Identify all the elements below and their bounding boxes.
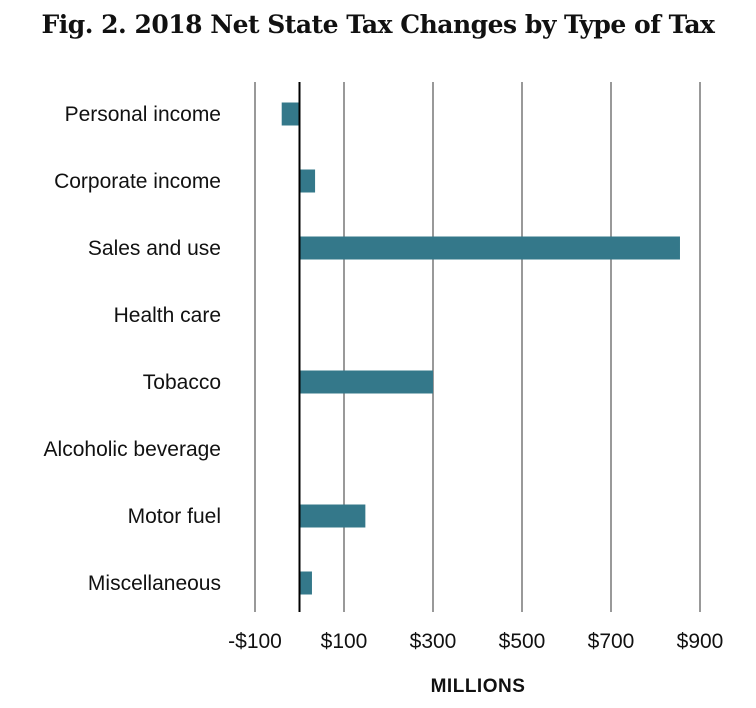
x-tick-label: $500 (499, 630, 546, 653)
bar (299, 236, 680, 260)
x-tick-label: $900 (677, 630, 724, 653)
category-label: Health care (114, 304, 221, 327)
bars (281, 102, 680, 595)
bar (299, 169, 316, 193)
x-tick-label: $300 (410, 630, 457, 653)
category-label: Alcoholic beverage (44, 438, 221, 461)
bar (299, 504, 366, 528)
x-tick-label: -$100 (228, 630, 282, 653)
x-tick-label: $700 (588, 630, 635, 653)
category-label: Personal income (65, 103, 221, 126)
bar (281, 102, 300, 126)
category-label: Tobacco (143, 371, 221, 394)
category-label: Miscellaneous (88, 572, 221, 595)
category-label: Corporate income (54, 170, 221, 193)
category-label: Sales and use (88, 237, 221, 260)
gridlines (254, 82, 701, 612)
bar (299, 370, 433, 394)
x-tick-label: $100 (321, 630, 368, 653)
x-axis-title: MILLIONS (431, 676, 526, 697)
tick-labels: -$100 $100 $300 $500 $700 $900 (228, 630, 723, 653)
category-label: Motor fuel (128, 505, 221, 528)
bar (299, 571, 312, 595)
chart-title: Fig. 2. 2018 Net State Tax Changes by Ty… (41, 10, 715, 39)
category-labels: Personal income Corporate income Sales and… (44, 103, 221, 595)
